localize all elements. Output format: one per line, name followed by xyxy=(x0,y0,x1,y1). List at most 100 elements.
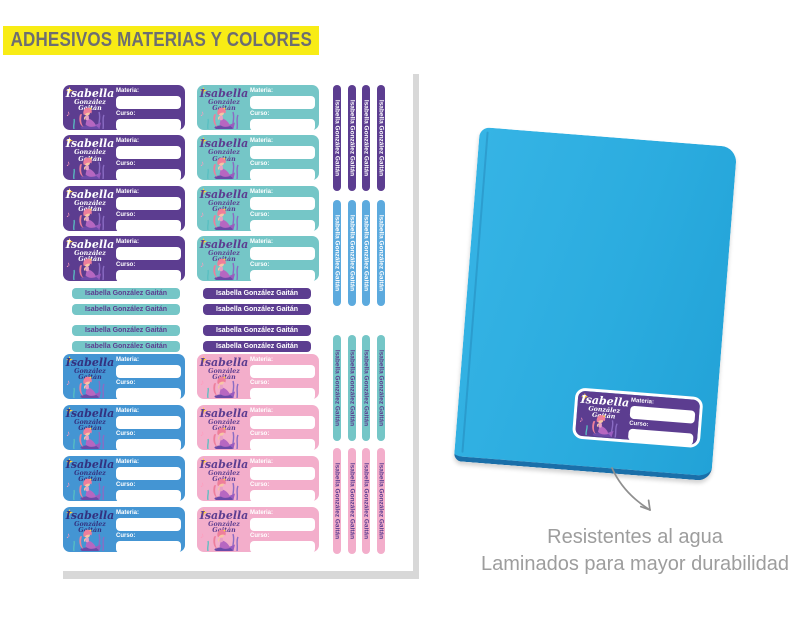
sticker-sheet: Isabella González Gaitán ♪ Materia: xyxy=(57,66,413,571)
label-column-blue: Isabella González Gaitán ♪ Materia: xyxy=(63,354,185,553)
notebook-spine xyxy=(461,131,489,453)
name-strip-text: Isabella González Gaitán xyxy=(215,290,299,297)
svg-text:♪: ♪ xyxy=(200,378,204,387)
materia-write-in-box xyxy=(116,415,181,429)
name-label-sticker: Isabella González Gaitán ♪ Materia: xyxy=(63,354,185,402)
student-first-name: Isabella xyxy=(65,457,115,471)
curso-write-in-box xyxy=(250,219,315,232)
vertical-name-strip-text: Isabella González Gaitán xyxy=(333,349,341,427)
vertical-strip-group-blue: Isabella González Gaitán Isabella Gonzál… xyxy=(333,200,385,306)
vertical-name-strip-text: Isabella González Gaitán xyxy=(333,99,341,177)
curso-write-in-box xyxy=(250,269,315,282)
vertical-name-strip-text: Isabella González Gaitán xyxy=(377,349,385,427)
materia-write-in-box xyxy=(250,246,315,260)
curso-write-in-box xyxy=(116,269,181,282)
curso-field-label: Curso: xyxy=(250,261,270,268)
vertical-strip-group-purple: Isabella González Gaitán Isabella Gonzál… xyxy=(333,85,385,191)
name-strip-text: Isabella González Gaitán xyxy=(84,306,168,314)
curved-arrow-icon xyxy=(611,467,651,511)
vertical-name-strip-text: Isabella González Gaitán xyxy=(348,462,356,540)
name-label-sticker: Isabella González Gaitán ♪ Materia: xyxy=(197,235,319,282)
name-strip-sticker: Isabella González Gaitán xyxy=(72,304,180,316)
svg-text:♪: ♪ xyxy=(66,429,70,438)
student-first-name: Isabella xyxy=(65,87,115,100)
vertical-name-strip-sticker: Isabella González Gaitán xyxy=(333,335,341,441)
vertical-strip-group-pink: Isabella González Gaitán Isabella Gonzál… xyxy=(333,448,385,554)
svg-text:♪: ♪ xyxy=(66,159,70,168)
banner-title: ADHESIVOS MATERIAS Y COLORES xyxy=(10,29,312,51)
materia-write-in-box xyxy=(116,466,181,480)
name-label-sticker: Isabella González Gaitán ♪ Materia: xyxy=(63,85,185,133)
curso-field-label: Curso: xyxy=(116,161,136,168)
vertical-name-strip-sticker: Isabella González Gaitán xyxy=(376,448,385,554)
name-strip-sticker: Isabella González Gaitán xyxy=(203,288,311,299)
label-fields: Materia: Curso: xyxy=(250,510,315,555)
materia-field-label: Materia: xyxy=(116,238,140,245)
vertical-name-strip-text: Isabella González Gaitán xyxy=(377,99,385,177)
vertical-name-strip-sticker: Isabella González Gaitán xyxy=(362,85,371,191)
materia-field-label: Materia: xyxy=(250,138,274,145)
curso-field-label: Curso: xyxy=(250,211,270,218)
mermaid-icon: ♪ xyxy=(200,375,244,403)
vertical-name-strip-sticker: Isabella González Gaitán xyxy=(362,335,371,441)
vertical-name-strip-text: Isabella González Gaitán xyxy=(362,99,370,177)
label-fields: Materia: Curso: xyxy=(116,88,181,133)
sparkle-star-icon xyxy=(200,457,207,465)
mermaid-icon: ♪ xyxy=(66,207,110,235)
vertical-name-strip-sticker: Isabella González Gaitán xyxy=(376,335,385,441)
mermaid-icon: ♪ xyxy=(200,426,244,454)
curso-write-in-box xyxy=(250,438,315,451)
curso-field-label: Curso: xyxy=(250,481,270,488)
name-strip-column-teal: Isabella González Gaitán Isabella Gonzál… xyxy=(72,288,180,353)
sparkle-star-icon xyxy=(200,137,207,145)
curso-field-label: Curso: xyxy=(250,111,270,117)
materia-field-label: Materia: xyxy=(250,357,274,363)
materia-field-label: Materia: xyxy=(250,188,274,195)
curso-field-label: Curso: xyxy=(250,532,270,539)
label-column-purple: Isabella González Gaitán ♪ Materia: xyxy=(63,85,185,282)
svg-text:♪: ♪ xyxy=(200,210,204,219)
mermaid-icon: ♪ xyxy=(66,106,110,134)
curso-field-label: Curso: xyxy=(116,261,136,268)
materia-field-label: Materia: xyxy=(250,509,274,516)
name-strip-text: Isabella González Gaitán xyxy=(215,306,299,314)
vertical-name-strip-text: Isabella González Gaitán xyxy=(377,462,385,540)
curso-field-label: Curso: xyxy=(250,430,270,437)
label-column-teal: Isabella González Gaitán ♪ Materia: xyxy=(197,85,319,282)
sparkle-star-icon xyxy=(66,187,73,195)
svg-text:♪: ♪ xyxy=(200,109,204,118)
materia-field-label: Materia: xyxy=(116,138,140,145)
student-first-name: Isabella xyxy=(65,406,115,420)
vertical-name-strip-text: Isabella González Gaitán xyxy=(333,214,341,292)
footer-line-1: Resistentes al agua xyxy=(547,526,723,548)
label-fields: Materia: Curso: xyxy=(116,459,181,504)
label-fields: Materia: Curso: xyxy=(116,357,181,402)
svg-text:♪: ♪ xyxy=(200,480,204,489)
curso-write-in-box xyxy=(116,119,181,131)
footer-line-2: Laminados para mayor durabilidad xyxy=(481,553,789,575)
sparkle-star-icon xyxy=(66,87,73,94)
name-label-sticker: Isabella González Gaitán ♪ Materia: xyxy=(197,455,319,504)
curso-write-in-box xyxy=(250,489,315,502)
name-strip-sticker: Isabella González Gaitán xyxy=(72,288,180,299)
student-first-name: Isabella xyxy=(199,457,249,471)
curso-field-label: Curso: xyxy=(116,111,136,117)
notebook-name-label: Isabella González Gaitán ♪ Materia: xyxy=(571,387,704,449)
sparkle-star-icon xyxy=(66,237,73,245)
vertical-strip-group-teal: Isabella González Gaitán Isabella Gonzál… xyxy=(333,335,385,441)
curso-write-in-box xyxy=(116,540,181,553)
vertical-name-strip-text: Isabella González Gaitán xyxy=(348,349,356,427)
vertical-name-strip-sticker: Isabella González Gaitán xyxy=(347,85,356,191)
mermaid-icon: ♪ xyxy=(578,412,624,443)
name-label-sticker: Isabella González Gaitán ♪ Materia: xyxy=(197,135,319,182)
name-strip-text: Isabella González Gaitán xyxy=(215,326,299,334)
materia-field-label: Materia: xyxy=(116,357,140,363)
mermaid-icon: ♪ xyxy=(66,426,110,454)
materia-field-label: Materia: xyxy=(116,458,140,465)
sparkle-star-icon xyxy=(200,406,207,414)
label-fields: Materia: Curso: xyxy=(250,459,315,504)
name-strip-text: Isabella González Gaitán xyxy=(84,290,168,297)
materia-write-in-box xyxy=(116,96,181,109)
label-fields: Materia: Curso: xyxy=(250,357,315,402)
vertical-name-strip-text: Isabella González Gaitán xyxy=(377,214,385,292)
